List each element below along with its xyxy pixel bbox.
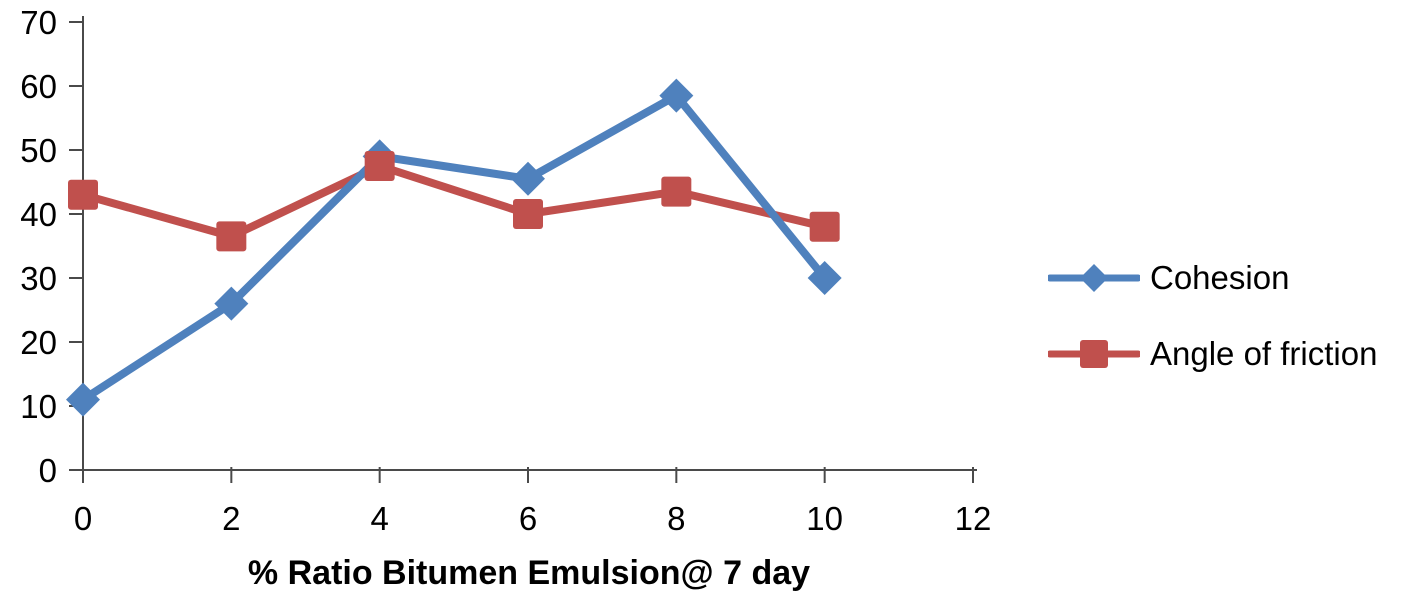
angle-of-friction-series-swatch <box>1048 340 1140 368</box>
angle-of-friction-marker <box>661 176 692 207</box>
y-axis-tick-label: 40 <box>20 196 57 233</box>
diamond-marker-icon <box>1080 264 1108 292</box>
angle-of-friction-marker <box>513 199 543 229</box>
cohesion-marker <box>511 161 545 196</box>
y-axis-tick-label: 0 <box>39 452 57 489</box>
square-marker-icon <box>1080 340 1108 368</box>
chart-legend: Cohesion Angle of friction <box>1048 258 1377 374</box>
x-axis-tick-label: 10 <box>806 500 843 537</box>
legend-item-cohesion: Cohesion <box>1048 258 1377 298</box>
cohesion-series-line <box>79 91 829 404</box>
x-axis-tick-label: 4 <box>370 500 388 537</box>
x-axis-tick-label: 6 <box>519 500 537 537</box>
legend-item-angle-of-friction: Angle of friction <box>1048 334 1377 374</box>
x-axis-tick-label: 12 <box>955 500 992 537</box>
y-axis-tick-label: 60 <box>20 68 57 105</box>
y-axis-tick-label: 20 <box>20 324 57 361</box>
cohesion-marker <box>807 261 842 295</box>
angle-of-friction-marker <box>364 151 395 181</box>
x-axis-tick-label: 0 <box>74 500 92 537</box>
angle-of-friction-marker <box>68 179 98 210</box>
angle-of-friction-series-line <box>79 162 829 241</box>
cohesion-series-swatch <box>1048 264 1140 292</box>
y-axis-tick-label: 30 <box>20 260 57 297</box>
legend-label-cohesion: Cohesion <box>1150 259 1290 296</box>
chart-plot-area: 0 2 4 6 8 10 12 0 10 20 30 40 50 60 70 <box>20 4 992 537</box>
y-axis-tick-label: 10 <box>20 388 57 425</box>
x-axis-tick-label: 8 <box>667 500 685 537</box>
x-axis-tick-label: 2 <box>222 500 240 537</box>
angle-of-friction-marker <box>809 211 840 242</box>
cohesion-marker <box>66 382 100 417</box>
y-axis-tick-label: 70 <box>20 4 57 41</box>
angle-of-friction-marker <box>216 221 247 252</box>
cohesion-marker <box>659 78 694 113</box>
y-axis-tick-label: 50 <box>20 132 57 169</box>
x-axis-title: % Ratio Bitumen Emulsion@ 7 day <box>247 554 811 592</box>
legend-label-angle-of-friction: Angle of friction <box>1150 335 1378 372</box>
cohesion-marker <box>214 286 249 321</box>
